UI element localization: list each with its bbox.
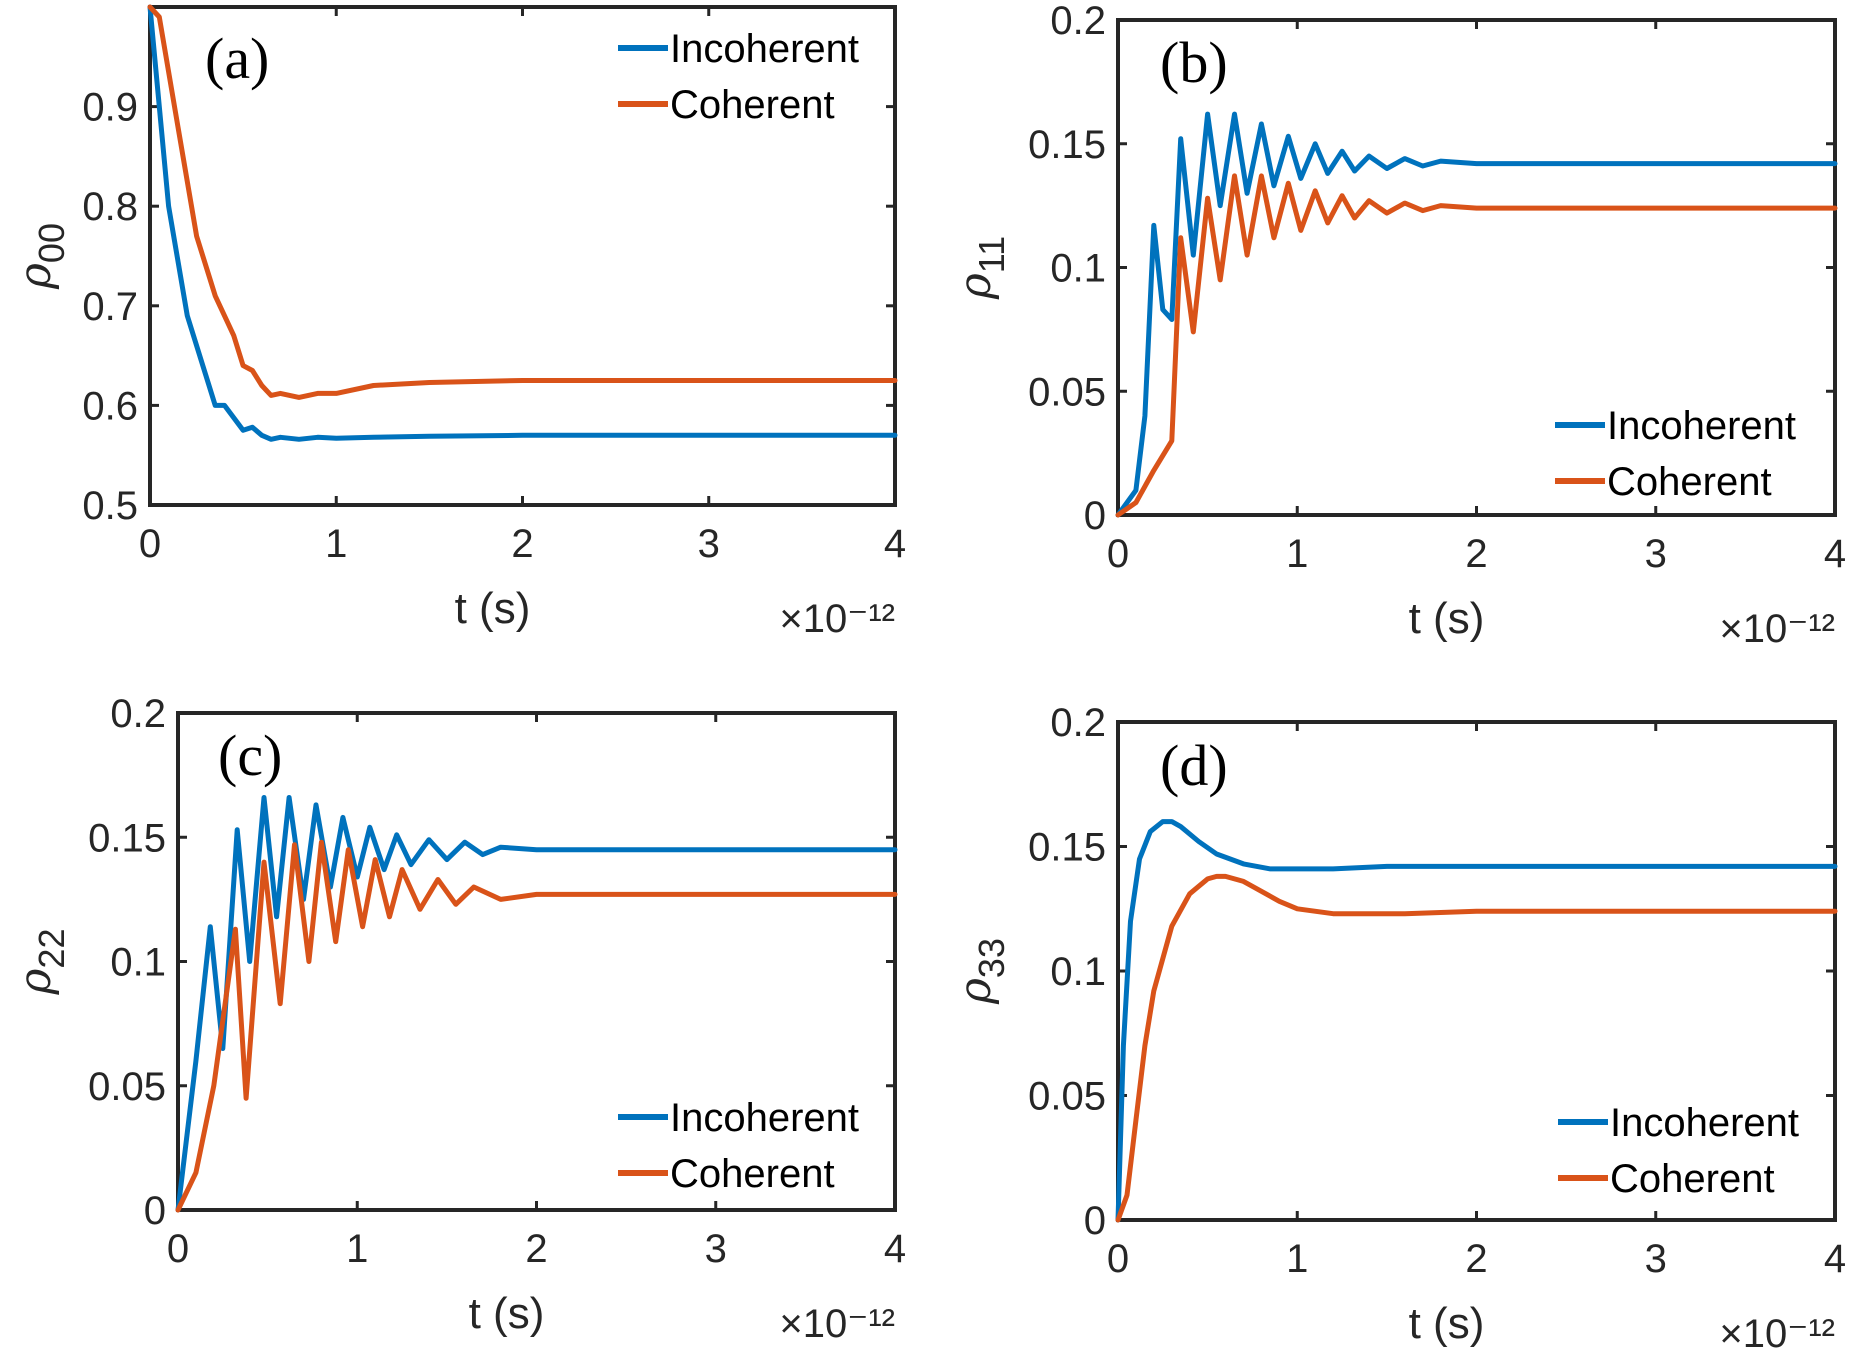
legend: Incoherent Coherent [618, 1096, 859, 1196]
legend-label: Incoherent [670, 27, 859, 71]
y-tick-label: 0.6 [82, 384, 138, 428]
x-exponent-label: ×10⁻¹² [1719, 1312, 1835, 1356]
legend: Incoherent Coherent [618, 27, 859, 127]
y-tick-label: 0 [1084, 1199, 1106, 1243]
series-line-incoherent [175, 795, 898, 1213]
panel-label: (a) [205, 26, 269, 91]
x-axis-label: t (s) [1409, 594, 1485, 643]
legend-label: Coherent [670, 83, 835, 127]
x-tick-label: 0 [1107, 532, 1129, 576]
legend-label: Coherent [1610, 1157, 1775, 1201]
y-tick-label: 0.2 [1050, 701, 1106, 745]
x-tick-label: 3 [705, 1227, 727, 1271]
y-tick-label: 0.05 [1028, 1075, 1106, 1119]
x-tick-label: 0 [167, 1227, 189, 1271]
y-tick-label: 0 [144, 1189, 166, 1233]
x-tick-label: 0 [1107, 1237, 1129, 1281]
series-line-incoherent [1115, 111, 1838, 518]
y-tick-label: 0.15 [1028, 826, 1106, 870]
legend-label: Incoherent [1610, 1101, 1799, 1145]
panel-c: 0 1 2 3 4 0 0.05 0.1 0.15 0.2 t (s) ×10⁻¹² ρ22 (c) Inc… [10, 692, 906, 1346]
x-tick-label: 2 [1465, 1237, 1487, 1281]
x-exponent-label: ×10⁻¹² [779, 597, 895, 641]
x-tick-label: 2 [1465, 532, 1487, 576]
panel-a: 0 1 2 3 4 0.5 0.6 0.7 0.8 0.9 t (s) ×10⁻¹² ρ00 (a) Inc… [10, 4, 906, 641]
x-tick-label: 2 [511, 522, 533, 566]
y-tick-label: 0.1 [1050, 247, 1106, 291]
legend-label: Incoherent [1607, 404, 1796, 448]
legend: Incoherent Coherent [1555, 404, 1796, 504]
y-tick-label: 0.7 [82, 285, 138, 329]
plot-area [1116, 720, 1837, 1222]
y-tick-label: 0.5 [82, 484, 138, 528]
series-line-coherent [1115, 873, 1838, 1223]
x-axis-label: t (s) [469, 1289, 545, 1338]
legend-label: Coherent [1607, 460, 1772, 504]
legend: Incoherent Coherent [1558, 1101, 1799, 1201]
series-line-coherent [147, 4, 898, 400]
y-axis-label: ρ11 [950, 236, 1012, 300]
y-tick-label: 0.9 [82, 86, 138, 130]
y-tick-label: 0.05 [88, 1065, 166, 1109]
x-tick-label: 0 [139, 522, 161, 566]
plot-area [176, 711, 897, 1212]
x-tick-label: 4 [884, 522, 906, 566]
panel-label: (d) [1160, 733, 1228, 798]
x-exponent-label: ×10⁻¹² [1719, 607, 1835, 651]
y-tick-label: 0.15 [88, 816, 166, 860]
y-tick-label: 0.15 [1028, 123, 1106, 167]
x-tick-label: 1 [325, 522, 347, 566]
series-line-incoherent [1115, 819, 1838, 1223]
x-tick-label: 4 [884, 1227, 906, 1271]
x-tick-label: 3 [698, 522, 720, 566]
y-tick-label: 0.05 [1028, 370, 1106, 414]
x-tick-label: 1 [1286, 532, 1308, 576]
series-line-incoherent [147, 4, 898, 442]
legend-label: Coherent [670, 1152, 835, 1196]
x-tick-label: 4 [1824, 532, 1846, 576]
x-tick-label: 2 [525, 1227, 547, 1271]
y-tick-label: 0.2 [110, 692, 166, 736]
series-line-coherent [175, 839, 898, 1213]
panel-d: 0 1 2 3 4 0 0.05 0.1 0.15 0.2 t (s) ×10⁻¹² ρ33 (d) Inc… [950, 701, 1846, 1356]
x-tick-label: 4 [1824, 1237, 1846, 1281]
x-exponent-label: ×10⁻¹² [779, 1302, 895, 1346]
y-tick-label: 0.1 [110, 941, 166, 985]
series-line-coherent [1115, 173, 1838, 518]
x-tick-label: 3 [1645, 1237, 1667, 1281]
panel-b: 0 1 2 3 4 0 0.05 0.1 0.15 0.2 t (s) ×10⁻¹² ρ11 (b) Inc… [950, 0, 1846, 651]
y-tick-label: 0.8 [82, 185, 138, 229]
y-axis-label: ρ00 [10, 223, 72, 290]
y-axis-label: ρ33 [950, 938, 1012, 1005]
legend-label: Incoherent [670, 1096, 859, 1140]
x-axis-label: t (s) [455, 584, 531, 633]
x-axis-label: t (s) [1409, 1299, 1485, 1348]
panel-label: (b) [1160, 30, 1228, 95]
y-tick-label: 0.2 [1050, 0, 1106, 43]
x-tick-label: 1 [346, 1227, 368, 1271]
x-tick-label: 1 [1286, 1237, 1308, 1281]
x-tick-label: 3 [1645, 532, 1667, 576]
plot-area [148, 5, 897, 507]
y-tick-label: 0.1 [1050, 950, 1106, 994]
y-tick-label: 0 [1084, 494, 1106, 538]
panel-label: (c) [218, 723, 282, 788]
y-axis-label: ρ22 [10, 929, 72, 996]
